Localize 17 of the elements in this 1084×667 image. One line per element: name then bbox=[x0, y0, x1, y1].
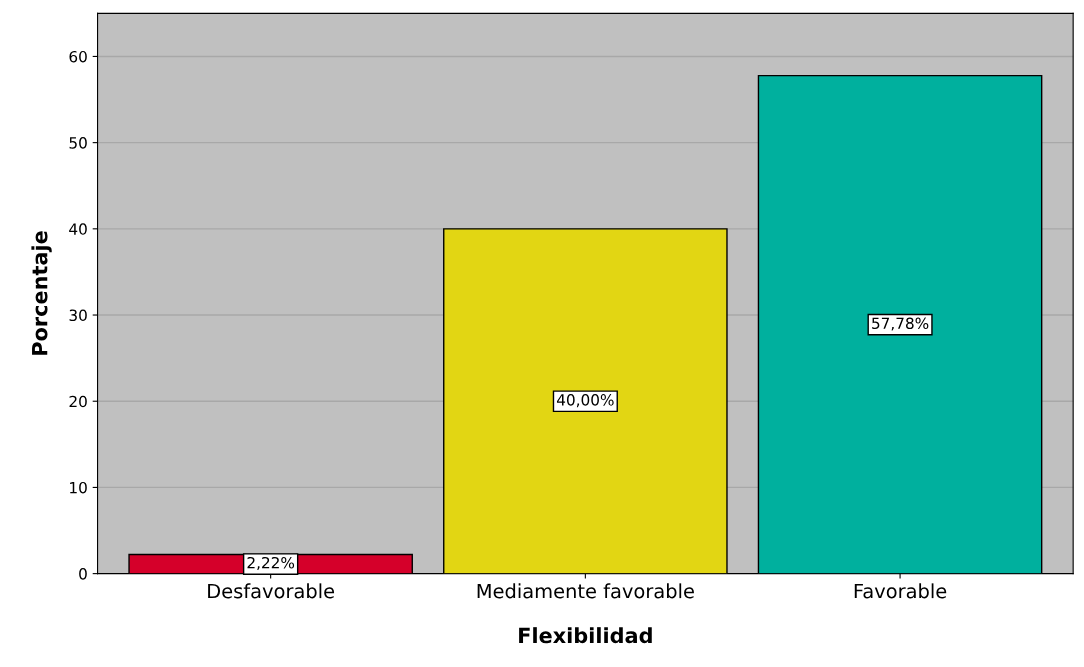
y-tick-label: 0 bbox=[79, 568, 87, 580]
bar bbox=[443, 228, 728, 574]
y-tick-label: 50 bbox=[69, 137, 87, 149]
y-tick-label: 40 bbox=[69, 223, 87, 235]
y-tick-label: 20 bbox=[69, 395, 87, 408]
data-label: 57,78% bbox=[872, 317, 929, 331]
y-tick-label: 30 bbox=[69, 309, 87, 322]
x-tick-label: Favorable bbox=[854, 583, 947, 599]
y-tick-label: 10 bbox=[70, 481, 87, 494]
x-axis-title: Flexibilidad bbox=[519, 627, 652, 644]
x-tick-label: Desfavorable bbox=[208, 583, 335, 599]
x-tick-label: Mediamente favorable bbox=[477, 583, 694, 599]
bar bbox=[757, 74, 1043, 574]
data-label: 40,00% bbox=[556, 394, 614, 408]
data-label: 2,22% bbox=[247, 556, 295, 571]
y-axis-title: Porcentaje bbox=[31, 231, 52, 355]
y-tick-label: 60 bbox=[69, 50, 87, 63]
